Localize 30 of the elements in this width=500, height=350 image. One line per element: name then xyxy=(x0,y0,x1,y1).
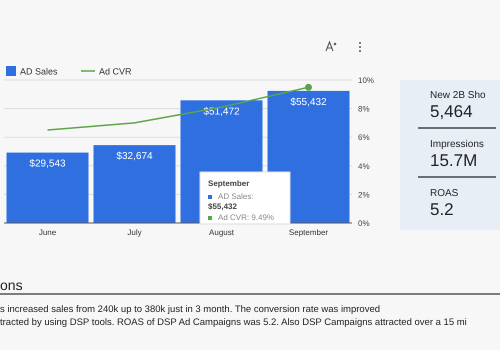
y2-tick-label: 2% xyxy=(358,190,370,200)
legend-label: Ad CVR xyxy=(99,66,132,76)
annotation: AD Sales: xyxy=(218,192,254,201)
text: s increased sales from 240k up to 380k just in 3 month. The conversion rate was improved xyxy=(0,304,380,315)
text: 5,464 xyxy=(430,102,473,121)
y2-tick-label: 4% xyxy=(358,162,370,171)
legend-label: AD Sales xyxy=(20,66,58,76)
data-label: $55,432 xyxy=(290,96,328,108)
x-tick-label: July xyxy=(127,228,142,237)
data-label: $32,674 xyxy=(116,151,154,162)
x-tick-label: August xyxy=(209,228,235,237)
annotation: September xyxy=(208,179,250,188)
data-label: $29,543 xyxy=(29,158,66,170)
category-label: ROAS xyxy=(430,188,459,199)
text: ons xyxy=(0,277,23,293)
y2-tick-label: 6% xyxy=(358,133,370,142)
bar xyxy=(94,145,176,223)
y2-tick-label: 0% xyxy=(358,219,370,228)
bar xyxy=(6,152,88,223)
y2-tick-label: 10% xyxy=(358,76,374,85)
text: tracted by using DSP tools. ROAS of DSP Ad Campaigns was 5.2. Also DSP Campaigns attracted over a 15 mi xyxy=(0,317,467,328)
category-label: Impressions xyxy=(430,139,484,150)
category-label: New 2B Sho xyxy=(430,90,486,101)
x-tick-label: September xyxy=(288,228,328,237)
text: 5.2 xyxy=(430,200,454,219)
x-tick-label: June xyxy=(38,228,57,237)
annotation: $55,432 xyxy=(208,202,238,211)
annotation: Ad CVR: 9.49% xyxy=(218,213,274,222)
y2-tick-label: 8% xyxy=(358,104,370,114)
text: 15.7M xyxy=(430,151,478,170)
